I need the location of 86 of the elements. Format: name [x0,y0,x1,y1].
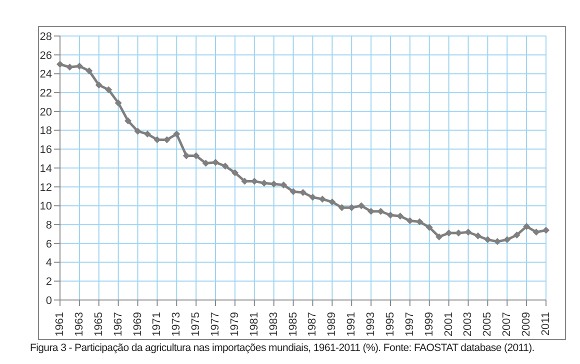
point [86,67,93,74]
text: Figura 3 - Participação da agricultura nas importações mundiais, 1961-2011 (%). Fonte: FAOSTAT database (2011). [30,342,534,354]
point [396,212,404,220]
point [105,86,112,94]
x-tick-label: 1971 [151,312,164,336]
point [464,228,472,236]
point [290,188,297,196]
x-tick-label: 1993 [365,312,378,336]
x-tick-label: 1989 [326,312,338,336]
y-tick-label: 10 [40,200,52,213]
point [144,130,151,138]
x-tick-label: 1983 [268,312,280,336]
point [212,158,220,166]
point [192,152,200,160]
point [504,236,511,244]
point [386,212,394,219]
point [114,99,122,106]
point [523,222,530,230]
point [542,226,550,234]
point [494,238,501,246]
point [173,130,180,138]
x-tick-label: 1975 [190,312,202,336]
point [513,231,520,238]
point [318,196,326,203]
point [474,232,482,240]
y-tick-label: 4 [46,257,52,270]
x-tick-label: 1997 [404,312,416,336]
point [406,217,414,224]
y-tick-label: 6 [46,238,52,250]
x-tick-label: 2009 [520,312,533,336]
x-tick-label: 1987 [306,312,319,336]
point [377,208,384,215]
x-tick-label: 1963 [73,312,86,336]
point [56,60,64,68]
x-tick-label: 1967 [112,312,124,336]
point [358,202,365,210]
x-tick-label: 2007 [501,312,514,336]
point [338,204,346,212]
y-tick-label: 28 [40,30,52,43]
y-tick-label: 20 [40,106,52,118]
y-tick-label: 24 [40,68,52,81]
x-tick-label: 1979 [228,312,241,336]
point [426,224,433,231]
x-tick-label: 1977 [210,312,222,336]
point [416,218,424,226]
x-tick-label: 2011 [540,312,552,336]
x-tick-label: 1981 [248,312,260,336]
y-tick-label: 8 [46,219,52,232]
point [280,181,288,188]
point [76,62,83,70]
x-tick-label: 1991 [346,312,358,336]
point [231,169,238,176]
point [222,162,229,170]
y-tick-label: 22 [40,87,52,100]
y-tick-label: 2 [46,276,52,288]
point [66,64,74,71]
point [348,204,356,212]
point [484,236,492,244]
x-tick-label: 1985 [287,312,300,336]
x-tick-label: 1965 [92,312,105,336]
point [445,230,452,237]
point [124,117,132,124]
point [436,233,443,240]
x-tick-label: 2005 [482,312,494,336]
x-tick-label: 1961 [54,312,66,336]
x-tick-label: 1973 [170,312,183,336]
point [300,189,306,196]
y-tick-label: 12 [40,182,52,194]
point [270,180,278,188]
y-tick-label: 26 [40,50,52,62]
y-tick-label: 18 [40,125,52,138]
point [134,128,142,135]
point [532,228,540,236]
point [328,198,336,206]
point [202,160,210,167]
x-tick-label: 1995 [384,312,396,336]
point [309,194,316,201]
y-tick-label: 0 [46,294,52,307]
x-tick-label: 2001 [442,312,455,336]
y-tick-label: 16 [40,144,52,156]
x-tick-label: 1999 [423,312,436,336]
point [260,180,268,187]
x-tick-label: 2003 [462,312,474,336]
x-tick-label: 1969 [132,312,144,336]
point [95,82,102,89]
y-tick-label: 14 [40,162,52,175]
